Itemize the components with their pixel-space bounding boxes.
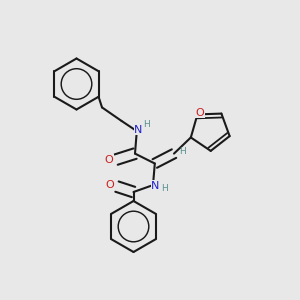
Text: N: N: [151, 181, 160, 191]
Text: H: H: [180, 147, 186, 156]
Text: N: N: [134, 124, 142, 135]
Text: O: O: [105, 180, 114, 190]
Text: H: H: [161, 184, 168, 193]
Text: O: O: [196, 108, 204, 118]
Text: H: H: [143, 120, 150, 129]
Text: O: O: [104, 154, 113, 165]
